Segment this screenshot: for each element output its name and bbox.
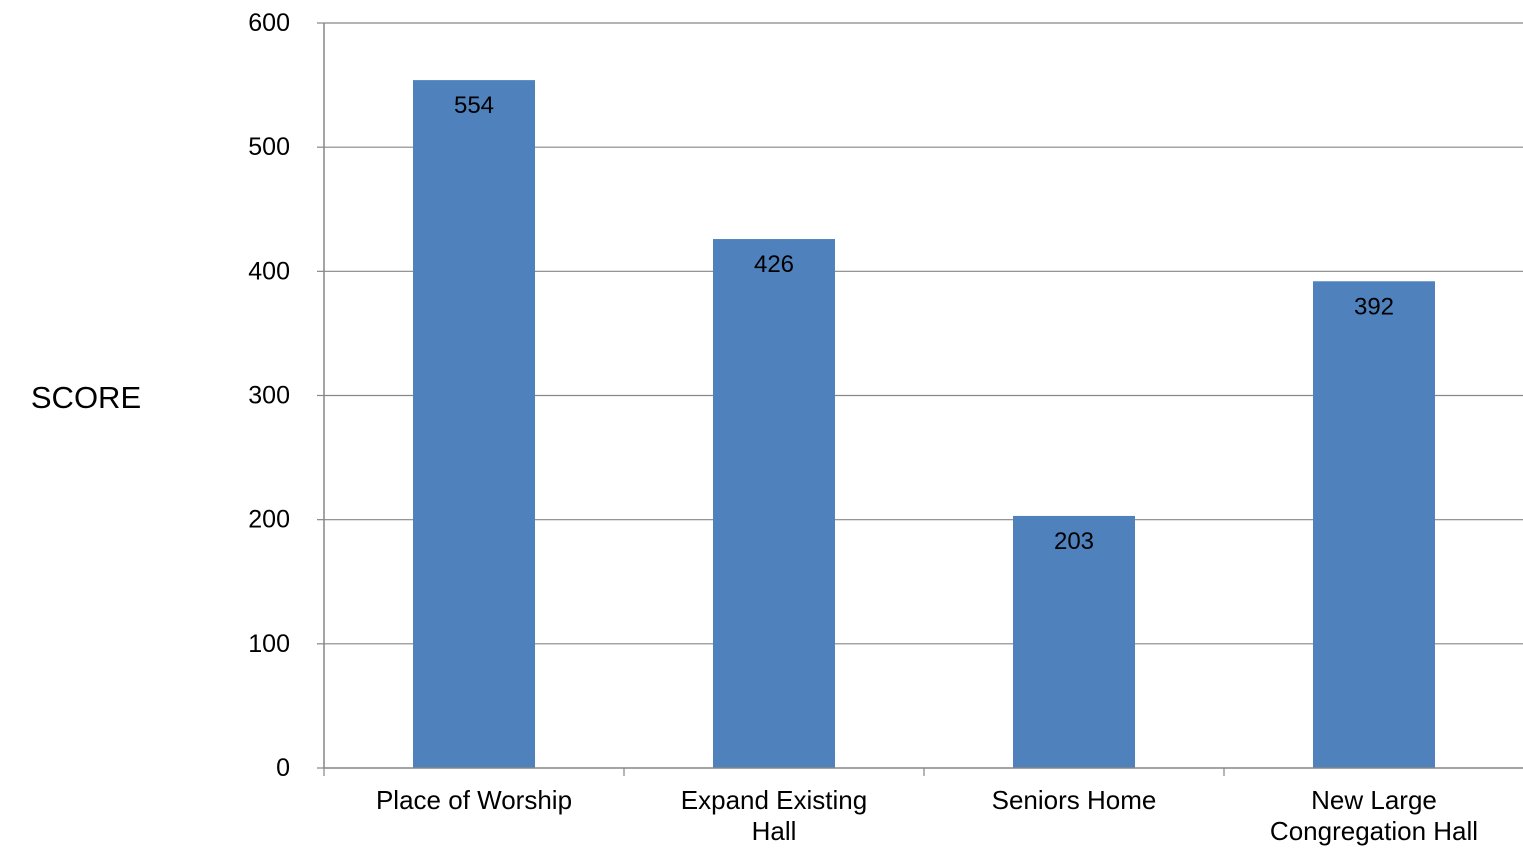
bar [413,80,535,768]
labels: 0 100 200 300 400 500 600 554 426 203 392 Place of … [31,9,1478,846]
bars [413,80,1435,769]
y-tick-label: 0 [276,754,290,782]
bar-data-label: 203 [1054,528,1094,555]
x-tick-label: Expand Existing [681,785,867,815]
x-tick-label: Hall [752,816,797,846]
y-tick-label: 100 [248,630,290,658]
axes [317,22,1523,776]
bar [1013,515,1135,768]
bar [713,239,835,769]
bar-data-label: 392 [1354,293,1394,320]
y-tick-label: 400 [248,257,290,285]
bar-data-label: 426 [754,251,794,278]
x-tick-label: Seniors Home [992,785,1157,815]
y-tick-label: 500 [248,133,290,161]
x-tick-label: Place of Worship [376,785,572,815]
y-tick-label: 200 [248,506,290,534]
y-axis-title: SCORE [31,380,141,415]
x-tick-label: New Large [1311,785,1437,815]
y-tick-label: 600 [248,9,290,37]
y-tick-label: 300 [248,382,290,410]
x-tick-label: Congregation Hall [1270,816,1478,846]
bar-data-label: 554 [454,92,494,119]
bar [1313,281,1435,768]
